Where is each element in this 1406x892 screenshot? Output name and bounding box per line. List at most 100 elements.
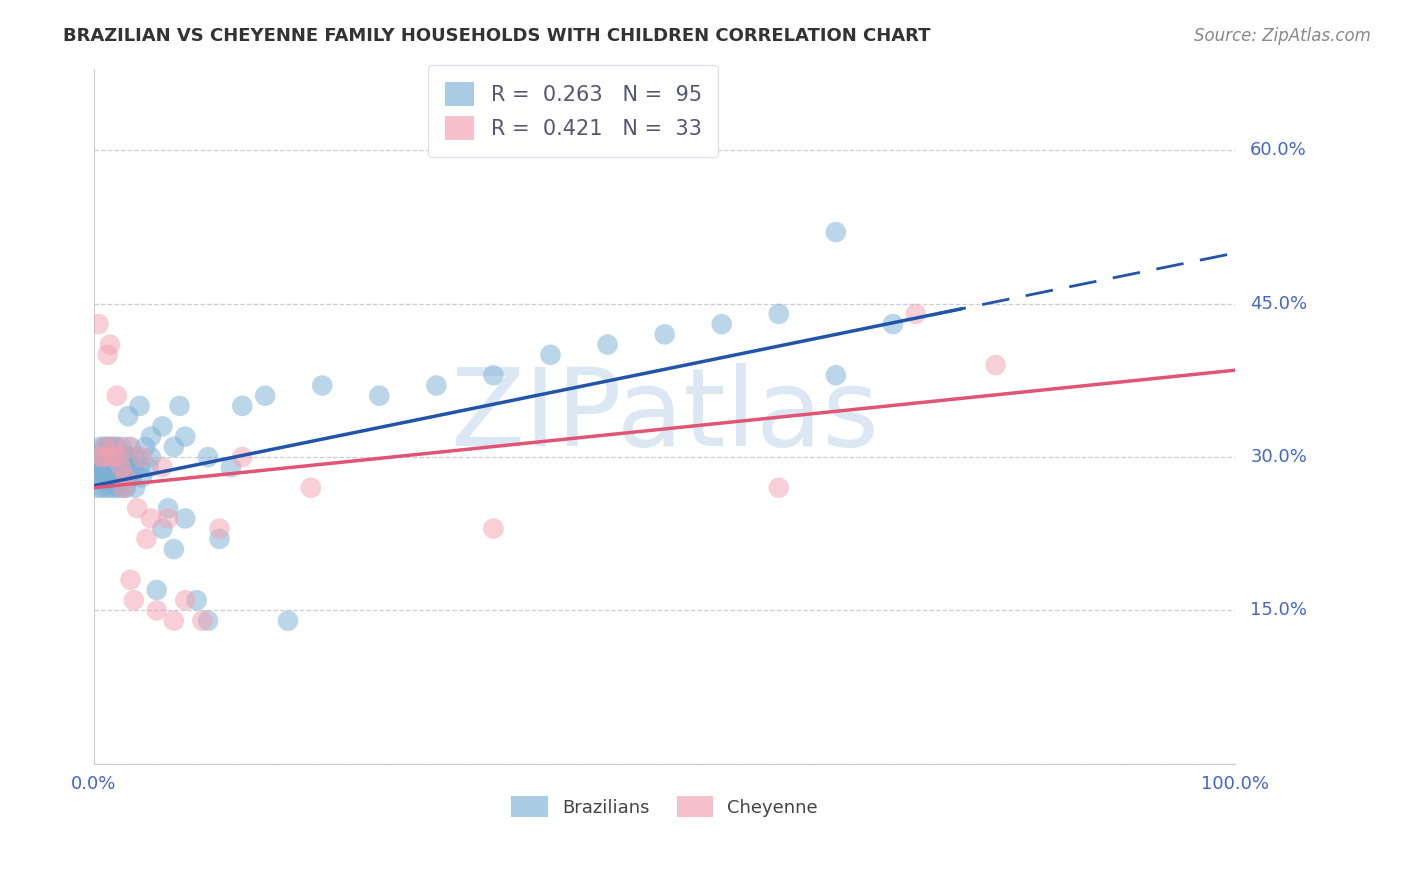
Point — [98, 440, 121, 454]
Point — [152, 419, 174, 434]
Point — [219, 460, 242, 475]
Point — [111, 450, 134, 464]
Point — [157, 501, 180, 516]
Point — [105, 460, 128, 475]
Point — [90, 481, 112, 495]
Point — [105, 440, 128, 454]
Point — [100, 460, 122, 475]
Point — [91, 450, 114, 464]
Point — [139, 450, 162, 464]
Point — [768, 307, 790, 321]
Point — [117, 440, 139, 454]
Point — [299, 481, 322, 495]
Point — [93, 440, 115, 454]
Point — [824, 225, 846, 239]
Point — [104, 450, 127, 464]
Point — [208, 532, 231, 546]
Point — [108, 460, 131, 475]
Point — [96, 460, 118, 475]
Point — [103, 440, 125, 454]
Point — [254, 389, 277, 403]
Point — [97, 460, 120, 475]
Point — [97, 440, 120, 454]
Point — [90, 450, 112, 464]
Point — [97, 450, 120, 464]
Text: 30.0%: 30.0% — [1250, 448, 1308, 467]
Point — [121, 470, 143, 484]
Point — [117, 409, 139, 424]
Point — [108, 450, 131, 464]
Point — [112, 481, 135, 495]
Point — [103, 470, 125, 484]
Point — [110, 440, 132, 454]
Point — [174, 511, 197, 525]
Point — [118, 460, 141, 475]
Point — [120, 573, 142, 587]
Point — [127, 501, 149, 516]
Legend: Brazilians, Cheyenne: Brazilians, Cheyenne — [505, 789, 825, 824]
Point — [110, 460, 132, 475]
Point — [197, 614, 219, 628]
Point — [174, 593, 197, 607]
Point — [91, 470, 114, 484]
Point — [124, 481, 146, 495]
Point — [157, 511, 180, 525]
Point — [134, 440, 156, 454]
Point — [186, 593, 208, 607]
Point — [277, 614, 299, 628]
Point — [105, 389, 128, 403]
Point — [128, 399, 150, 413]
Text: ZIPatlas: ZIPatlas — [450, 363, 879, 469]
Point — [152, 522, 174, 536]
Point — [654, 327, 676, 342]
Point — [87, 450, 110, 464]
Point — [101, 450, 124, 464]
Point — [482, 522, 505, 536]
Text: BRAZILIAN VS CHEYENNE FAMILY HOUSEHOLDS WITH CHILDREN CORRELATION CHART: BRAZILIAN VS CHEYENNE FAMILY HOUSEHOLDS … — [63, 27, 931, 45]
Point — [90, 470, 112, 484]
Point — [163, 542, 186, 557]
Point — [710, 317, 733, 331]
Point — [103, 460, 125, 475]
Point — [89, 460, 111, 475]
Text: 60.0%: 60.0% — [1250, 141, 1308, 160]
Point — [112, 481, 135, 495]
Point — [169, 399, 191, 413]
Point — [107, 450, 129, 464]
Point — [311, 378, 333, 392]
Point — [94, 450, 117, 464]
Point — [87, 317, 110, 331]
Point — [131, 470, 153, 484]
Point — [984, 358, 1007, 372]
Point — [114, 450, 136, 464]
Point — [231, 399, 253, 413]
Point — [110, 460, 132, 475]
Point — [103, 460, 125, 475]
Point — [86, 481, 108, 495]
Point — [101, 450, 124, 464]
Point — [94, 470, 117, 484]
Point — [98, 470, 121, 484]
Point — [368, 389, 391, 403]
Point — [128, 460, 150, 475]
Point — [139, 429, 162, 443]
Point — [191, 614, 214, 628]
Point — [108, 481, 131, 495]
Point — [108, 470, 131, 484]
Point — [84, 460, 107, 475]
Point — [117, 450, 139, 464]
Point — [122, 460, 145, 475]
Point — [768, 481, 790, 495]
Point — [115, 470, 138, 484]
Point — [174, 429, 197, 443]
Point — [96, 481, 118, 495]
Text: Source: ZipAtlas.com: Source: ZipAtlas.com — [1194, 27, 1371, 45]
Point — [103, 440, 125, 454]
Point — [163, 440, 186, 454]
Point — [540, 348, 562, 362]
Point — [100, 481, 122, 495]
Point — [107, 470, 129, 484]
Text: 45.0%: 45.0% — [1250, 294, 1308, 313]
Point — [152, 460, 174, 475]
Point — [163, 614, 186, 628]
